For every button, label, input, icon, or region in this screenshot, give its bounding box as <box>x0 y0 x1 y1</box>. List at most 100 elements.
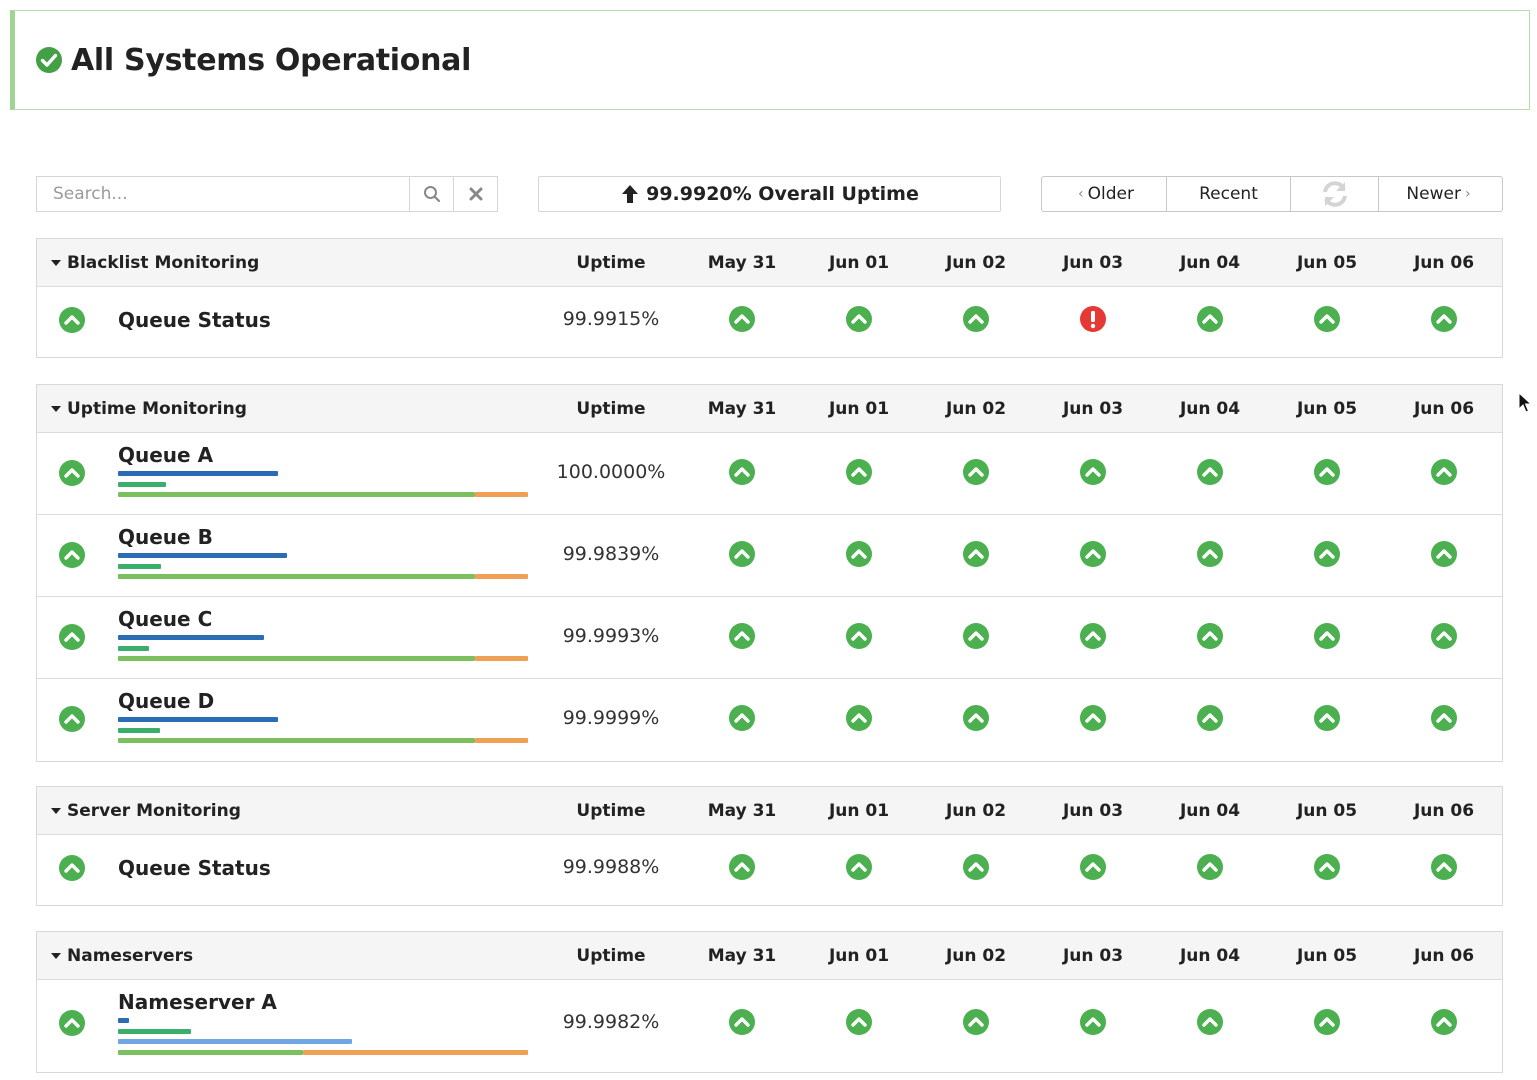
newer-button[interactable]: Newer › <box>1379 177 1502 211</box>
chevron-right-icon: › <box>1464 186 1471 202</box>
day-status-up-icon[interactable] <box>1313 704 1341 732</box>
day-status-up-icon[interactable] <box>962 1008 990 1036</box>
uptime-column-header: Uptime <box>576 253 646 273</box>
day-status-up-icon[interactable] <box>962 540 990 568</box>
monitor-row[interactable]: Nameserver A 99.9982% <box>37 980 1502 1072</box>
day-status-up-icon[interactable] <box>1196 1008 1224 1036</box>
day-status-up-icon[interactable] <box>728 458 756 486</box>
day-status-alert-icon[interactable] <box>1079 305 1107 333</box>
day-status-up-icon[interactable] <box>1196 540 1224 568</box>
day-status-up-icon[interactable] <box>1079 622 1107 650</box>
day-status-up-icon[interactable] <box>1196 853 1224 881</box>
monitor-row[interactable]: Queue A 100.0000% <box>37 433 1502 515</box>
day-status-up-icon[interactable] <box>1079 540 1107 568</box>
day-status-up-icon[interactable] <box>1430 704 1458 732</box>
day-status-up-icon[interactable] <box>1313 540 1341 568</box>
caret-down-icon <box>51 260 61 266</box>
search-input[interactable] <box>37 177 409 211</box>
status-up-icon <box>59 624 85 650</box>
day-status-up-icon[interactable] <box>845 853 873 881</box>
monitor-name[interactable]: Nameserver A <box>118 990 277 1014</box>
day-status-up-icon[interactable] <box>1430 540 1458 568</box>
day-status-up-icon[interactable] <box>1430 1008 1458 1036</box>
day-status-up-icon[interactable] <box>1196 458 1224 486</box>
monitor-name[interactable]: Queue B <box>118 525 213 549</box>
day-status-up-icon[interactable] <box>962 305 990 333</box>
day-status-up-icon[interactable] <box>1430 622 1458 650</box>
older-label: Older <box>1087 184 1134 204</box>
status-up-icon <box>59 855 85 881</box>
day-status-up-icon[interactable] <box>845 458 873 486</box>
uptime-column-header: Uptime <box>576 946 646 966</box>
response-time-bar <box>303 1049 528 1055</box>
older-button[interactable]: ‹ Older <box>1042 177 1167 211</box>
date-column-header: May 31 <box>707 399 777 419</box>
check-circle-icon <box>36 47 62 73</box>
day-status-up-icon[interactable] <box>728 305 756 333</box>
day-status-up-icon[interactable] <box>1196 622 1224 650</box>
response-time-bar <box>475 492 528 497</box>
date-column-header: Jun 01 <box>828 399 890 419</box>
day-status-up-icon[interactable] <box>962 458 990 486</box>
status-up-icon <box>59 542 85 568</box>
day-status-up-icon[interactable] <box>845 622 873 650</box>
day-status-up-icon[interactable] <box>1079 704 1107 732</box>
monitor-row[interactable]: Queue Status 99.9915% <box>37 287 1502 357</box>
day-status-up-icon[interactable] <box>1430 853 1458 881</box>
day-status-up-icon[interactable] <box>1196 305 1224 333</box>
day-status-up-icon[interactable] <box>1313 622 1341 650</box>
date-column-header: Jun 05 <box>1296 946 1358 966</box>
recent-button[interactable]: Recent <box>1167 177 1291 211</box>
day-status-up-icon[interactable] <box>1313 305 1341 333</box>
day-status-up-icon[interactable] <box>1079 1008 1107 1036</box>
day-status-up-icon[interactable] <box>1313 458 1341 486</box>
day-status-up-icon[interactable] <box>962 704 990 732</box>
monitor-row[interactable]: Queue C 99.9993% <box>37 597 1502 679</box>
date-column-header: Jun 05 <box>1296 253 1358 273</box>
day-status-up-icon[interactable] <box>1313 1008 1341 1036</box>
day-status-up-icon[interactable] <box>1079 458 1107 486</box>
monitor-row[interactable]: Queue D 99.9999% <box>37 679 1502 761</box>
day-status-up-icon[interactable] <box>845 704 873 732</box>
monitor-name[interactable]: Queue Status <box>118 308 271 332</box>
day-status-up-icon[interactable] <box>845 540 873 568</box>
day-status-up-icon[interactable] <box>728 540 756 568</box>
monitor-name[interactable]: Queue D <box>118 689 215 713</box>
date-column-header: Jun 06 <box>1413 399 1475 419</box>
day-status-up-icon[interactable] <box>1430 458 1458 486</box>
day-status-up-icon[interactable] <box>1430 305 1458 333</box>
monitor-row[interactable]: Queue B 99.9839% <box>37 515 1502 597</box>
search-button[interactable] <box>409 177 453 211</box>
day-status-up-icon[interactable] <box>1079 853 1107 881</box>
group-toggle[interactable]: Server Monitoring <box>51 787 241 835</box>
response-time-bar <box>118 738 475 743</box>
monitor-row[interactable]: Queue Status 99.9988% <box>37 835 1502 905</box>
day-status-up-icon[interactable] <box>728 1008 756 1036</box>
day-status-up-icon[interactable] <box>845 305 873 333</box>
day-status-up-icon[interactable] <box>1313 853 1341 881</box>
group-toggle[interactable]: Uptime Monitoring <box>51 385 247 433</box>
monitor-name[interactable]: Queue Status <box>118 856 271 880</box>
day-status-up-icon[interactable] <box>962 853 990 881</box>
day-status-up-icon[interactable] <box>728 622 756 650</box>
refresh-button[interactable] <box>1291 177 1379 211</box>
day-status-up-icon[interactable] <box>728 853 756 881</box>
group-title: Blacklist Monitoring <box>67 253 260 273</box>
date-column-header: Jun 06 <box>1413 801 1475 821</box>
group-toggle[interactable]: Blacklist Monitoring <box>51 239 259 287</box>
response-time-bar <box>475 574 528 579</box>
day-status-up-icon[interactable] <box>1196 704 1224 732</box>
date-column-header: Jun 01 <box>828 946 890 966</box>
day-status-up-icon[interactable] <box>728 704 756 732</box>
search-icon <box>423 186 440 203</box>
response-time-bar <box>118 563 161 569</box>
monitor-name[interactable]: Queue A <box>118 443 214 467</box>
date-column-header: Jun 04 <box>1179 801 1241 821</box>
monitor-name[interactable]: Queue C <box>118 607 213 631</box>
day-status-up-icon[interactable] <box>845 1008 873 1036</box>
clear-search-button[interactable] <box>453 177 497 211</box>
newer-label: Newer <box>1406 184 1461 204</box>
day-status-up-icon[interactable] <box>962 622 990 650</box>
uptime-value: 99.9993% <box>562 625 660 647</box>
group-toggle[interactable]: Nameservers <box>51 932 193 980</box>
